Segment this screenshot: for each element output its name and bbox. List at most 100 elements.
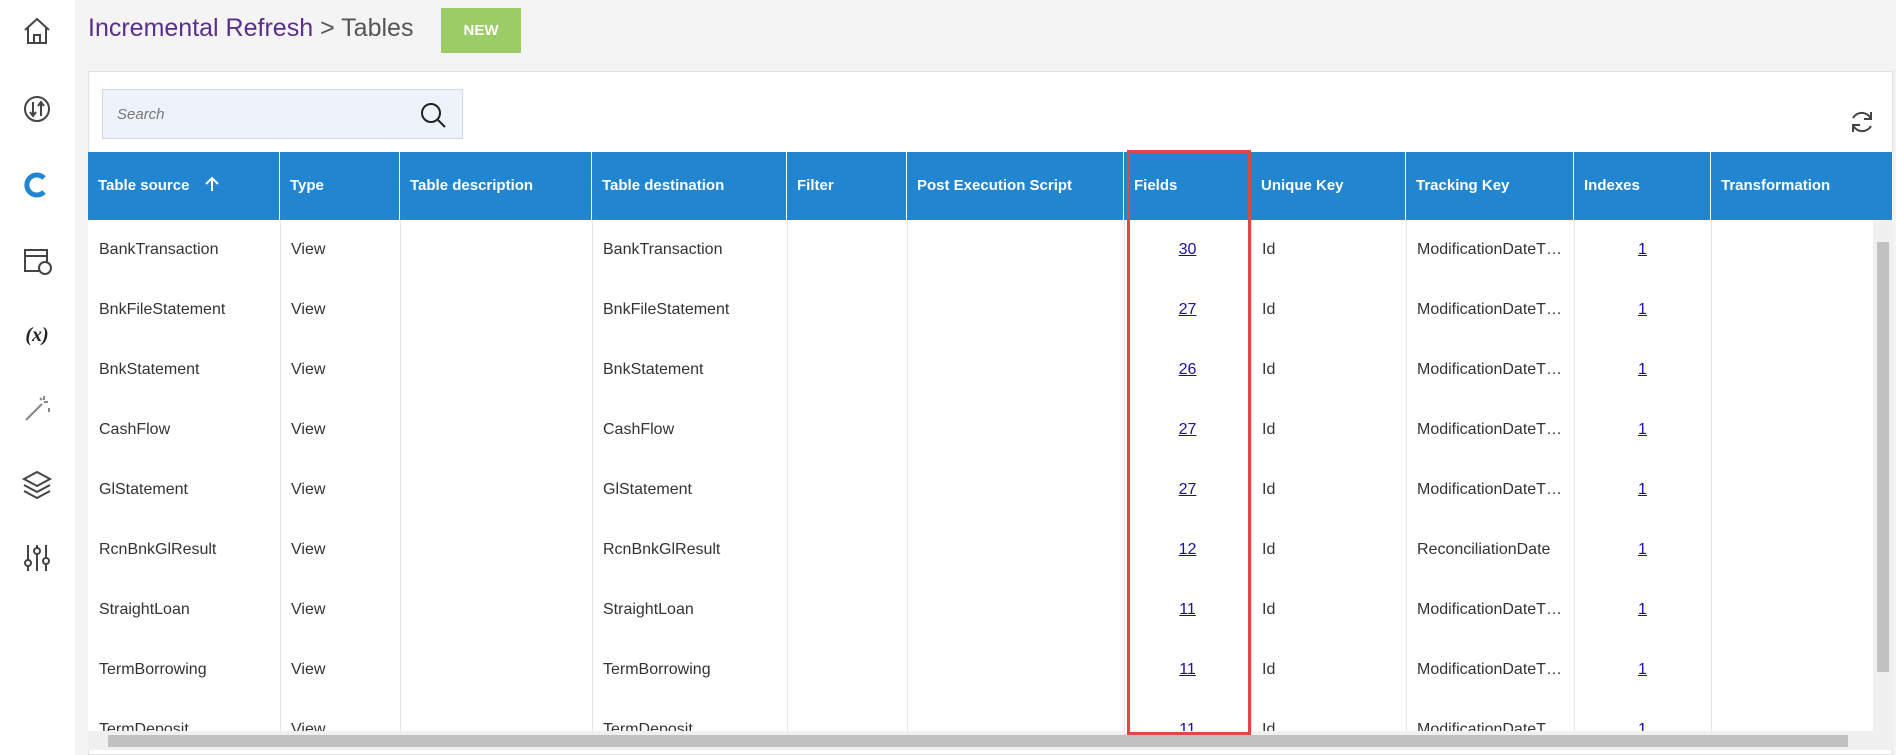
tracking-key-cell: ModificationDateT…	[1417, 361, 1561, 378]
fields-cell[interactable]: 11	[1179, 601, 1196, 618]
column-divider	[592, 220, 593, 750]
type-cell: View	[291, 541, 326, 558]
layers-icon[interactable]	[20, 467, 54, 501]
type-cell: View	[291, 601, 326, 618]
indexes-cell[interactable]: 1	[1638, 601, 1647, 618]
column-divider	[907, 220, 908, 750]
column-header[interactable]: Table source	[88, 152, 280, 220]
indexes-cell[interactable]: 1	[1638, 721, 1647, 738]
type-cell: View	[291, 661, 326, 678]
vertical-scrollbar-thumb	[1877, 242, 1889, 672]
indexes-cell[interactable]: 1	[1638, 301, 1647, 318]
page-title: Tables	[341, 14, 414, 42]
breadcrumb-link[interactable]: Incremental Refresh	[88, 14, 314, 42]
column-divider	[787, 220, 788, 750]
column-header[interactable]: Fields	[1124, 152, 1251, 220]
unique-key-cell: Id	[1262, 241, 1276, 258]
column-header[interactable]: Unique Key	[1251, 152, 1406, 220]
unique-key-cell: Id	[1262, 661, 1276, 678]
tracking-key-cell: ModificationDateT…	[1417, 481, 1561, 498]
source-cell: GlStatement	[99, 481, 188, 498]
table: Table source Type Table description Table d…	[88, 152, 1893, 750]
column-header[interactable]: Transformation	[1711, 152, 1893, 220]
variable-icon[interactable]: (x)	[20, 317, 54, 351]
unique-key-cell: Id	[1262, 421, 1276, 438]
column-header[interactable]: Table description	[400, 152, 592, 220]
indexes-cell[interactable]: 1	[1638, 361, 1647, 378]
calendar-icon[interactable]	[20, 243, 54, 277]
fields-cell[interactable]: 12	[1178, 541, 1197, 558]
column-divider	[1406, 220, 1407, 750]
column-divider	[400, 220, 401, 750]
tracking-key-cell: ModificationDateT…	[1417, 301, 1561, 318]
source-cell: RcnBnkGlResult	[99, 541, 217, 558]
column-divider	[1124, 220, 1125, 750]
unique-key-cell: Id	[1262, 361, 1276, 378]
source-cell: TermBorrowing	[99, 661, 207, 678]
separator: >	[320, 14, 335, 42]
destination-cell: BankTransaction	[603, 241, 723, 258]
destination-cell: RcnBnkGlResult	[603, 541, 721, 558]
refresh-icon[interactable]	[1847, 107, 1877, 137]
indexes-cell[interactable]: 1	[1638, 661, 1647, 678]
source-cell: CashFlow	[99, 421, 171, 438]
unique-key-cell: Id	[1262, 301, 1276, 318]
column-divider	[1711, 220, 1712, 750]
new-button[interactable]: NEW	[441, 8, 521, 53]
type-cell: View	[291, 241, 326, 258]
tracking-key-cell: ModificationDateT…	[1417, 241, 1561, 258]
search-placeholder: Search	[117, 106, 165, 123]
column-header[interactable]: Tracking Key	[1406, 152, 1574, 220]
unique-key-cell: Id	[1262, 541, 1276, 558]
column-header[interactable]: Type	[280, 152, 400, 220]
indexes-cell[interactable]: 1	[1638, 481, 1647, 498]
unique-key-cell: Id	[1262, 601, 1276, 618]
source-cell: BnkStatement	[99, 361, 200, 378]
tracking-key-cell: ModificationDateT…	[1417, 661, 1561, 678]
horizontal-scrollbar-thumb	[108, 735, 1848, 747]
highlight-box	[1127, 150, 1251, 735]
home-icon[interactable]	[20, 14, 54, 48]
source-cell: BnkFileStatement	[99, 301, 226, 318]
sort-icon[interactable]	[203, 175, 221, 193]
unique-key-cell: Id	[1262, 481, 1276, 498]
sync-icon[interactable]	[20, 92, 54, 126]
sidebar: (x)	[0, 0, 75, 755]
search-box[interactable]: Search	[102, 89, 463, 139]
magnet-icon[interactable]	[20, 168, 54, 202]
column-header[interactable]: Indexes	[1574, 152, 1711, 220]
column-divider	[1574, 220, 1575, 750]
destination-cell: CashFlow	[603, 421, 675, 438]
wand-icon[interactable]	[20, 392, 54, 426]
fields-cell[interactable]: 30	[1178, 241, 1197, 258]
type-cell: View	[291, 421, 326, 438]
type-cell: View	[291, 361, 326, 378]
destination-cell: GlStatement	[603, 481, 692, 498]
tracking-key-cell: ReconciliationDate	[1417, 541, 1551, 558]
destination-cell: StraightLoan	[603, 601, 694, 618]
fields-cell[interactable]: 27	[1178, 421, 1197, 438]
column-divider	[1251, 220, 1252, 750]
breadcrumb: Incremental Refresh > Tables	[88, 14, 413, 43]
destination-cell: BnkFileStatement	[603, 301, 730, 318]
source-cell: BankTransaction	[99, 241, 219, 258]
fields-cell[interactable]: 26	[1178, 361, 1197, 378]
column-divider	[280, 220, 281, 750]
tracking-key-cell: ModificationDateT…	[1417, 601, 1561, 618]
column-header[interactable]: Post Execution Script	[907, 152, 1124, 220]
fields-cell[interactable]: 11	[1179, 661, 1196, 678]
column-header[interactable]: Filter	[787, 152, 907, 220]
column-header[interactable]: Table destination	[592, 152, 787, 220]
fields-cell[interactable]: 27	[1178, 301, 1197, 318]
indexes-cell[interactable]: 1	[1638, 421, 1647, 438]
destination-cell: TermBorrowing	[603, 661, 711, 678]
indexes-cell[interactable]: 1	[1638, 241, 1647, 258]
fields-cell[interactable]: 27	[1178, 481, 1197, 498]
settings-icon[interactable]	[20, 541, 54, 575]
source-cell: StraightLoan	[99, 601, 190, 618]
indexes-cell[interactable]: 1	[1638, 541, 1647, 558]
svg-text:(x): (x)	[25, 324, 48, 346]
tracking-key-cell: ModificationDateT…	[1417, 421, 1561, 438]
search-icon[interactable]	[418, 100, 448, 130]
